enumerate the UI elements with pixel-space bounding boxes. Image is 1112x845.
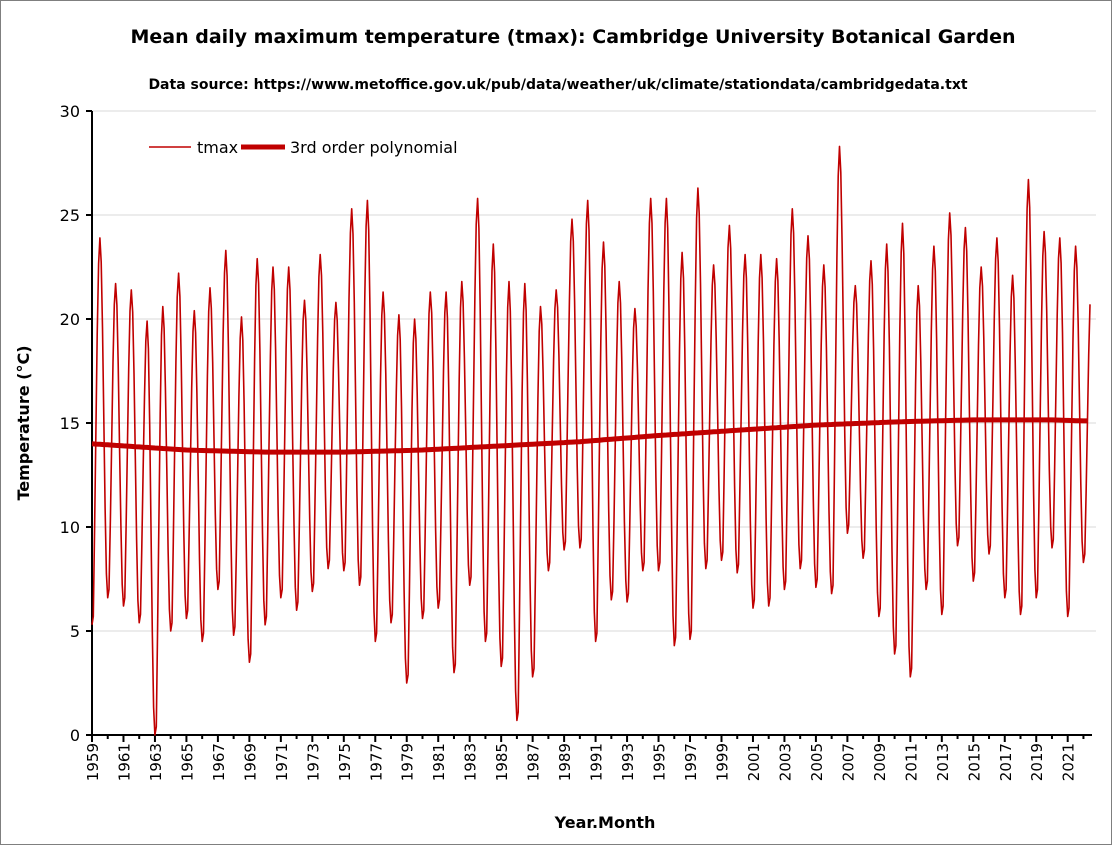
x-tick-label: 1963 (147, 743, 165, 781)
y-tick-label: 5 (70, 622, 80, 641)
x-tick-label: 2013 (934, 743, 952, 781)
series-line-tmax (91, 145, 1091, 736)
x-tick-label: 2001 (745, 743, 763, 781)
x-tick-label: 1981 (430, 743, 448, 781)
x-tick-label: 1971 (273, 743, 291, 781)
x-tick-label: 1991 (588, 743, 606, 781)
x-tick-label: 2017 (997, 743, 1015, 781)
x-tick-label: 1975 (336, 743, 354, 781)
chart-title: Mean daily maximum temperature (tmax): C… (130, 26, 1015, 48)
x-tick-label: 2007 (839, 743, 857, 781)
x-tick-label: 1985 (493, 743, 511, 781)
x-tick-label: 2009 (871, 743, 889, 781)
y-tick-label: 10 (60, 518, 80, 537)
x-tick-label: 1983 (462, 743, 480, 781)
x-tick-label: 1989 (556, 743, 574, 781)
x-tick-label: 1965 (178, 743, 196, 781)
x-tick-label: 2015 (965, 743, 983, 781)
x-tick-label: 2003 (776, 743, 794, 781)
y-tick-label: 30 (60, 102, 80, 121)
x-tick-label: 1987 (525, 743, 543, 781)
x-tick-label: 2019 (1028, 743, 1046, 781)
x-tick-label: 1973 (304, 743, 322, 781)
y-tick-label: 15 (60, 414, 80, 433)
x-tick-label: 1997 (682, 743, 700, 781)
y-axis-label: Temperature (°C) (14, 345, 33, 500)
x-tick-label: 1999 (713, 743, 731, 781)
x-tick-label: 1961 (115, 743, 133, 781)
series-line-polynomial-trend (91, 417, 1088, 455)
chart-subtitle: Data source: https://www.metoffice.gov.u… (148, 77, 967, 93)
x-tick-label: 1967 (210, 743, 228, 781)
x-tick-label: 1995 (651, 743, 669, 781)
x-tick-label: 2005 (808, 743, 826, 781)
legend-label-tmax: tmax (197, 138, 238, 157)
y-tick-label: 20 (60, 310, 80, 329)
x-tick-label: 2011 (902, 743, 920, 781)
x-tick-label: 1979 (399, 743, 417, 781)
x-tick-label: 1993 (619, 743, 637, 781)
legend-label-polynomial: 3rd order polynomial (290, 138, 458, 157)
y-tick-label: 25 (60, 206, 80, 225)
y-tick-label: 0 (70, 726, 80, 745)
legend: tmax 3rd order polynomial (149, 138, 458, 157)
x-tick-label: 1977 (367, 743, 385, 781)
x-tick-label: 1969 (241, 743, 259, 781)
x-axis-label: Year.Month (554, 813, 656, 832)
x-tick-label: 2021 (1060, 743, 1078, 781)
x-tick-label: 1959 (84, 743, 102, 781)
